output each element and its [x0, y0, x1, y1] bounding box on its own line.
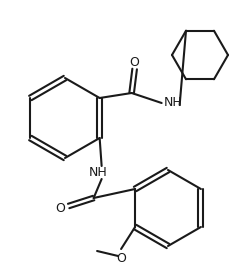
Text: NH: NH [88, 167, 106, 180]
Text: NH: NH [163, 96, 182, 109]
Text: O: O [56, 201, 65, 215]
Text: O: O [129, 55, 139, 69]
Text: O: O [116, 251, 126, 265]
